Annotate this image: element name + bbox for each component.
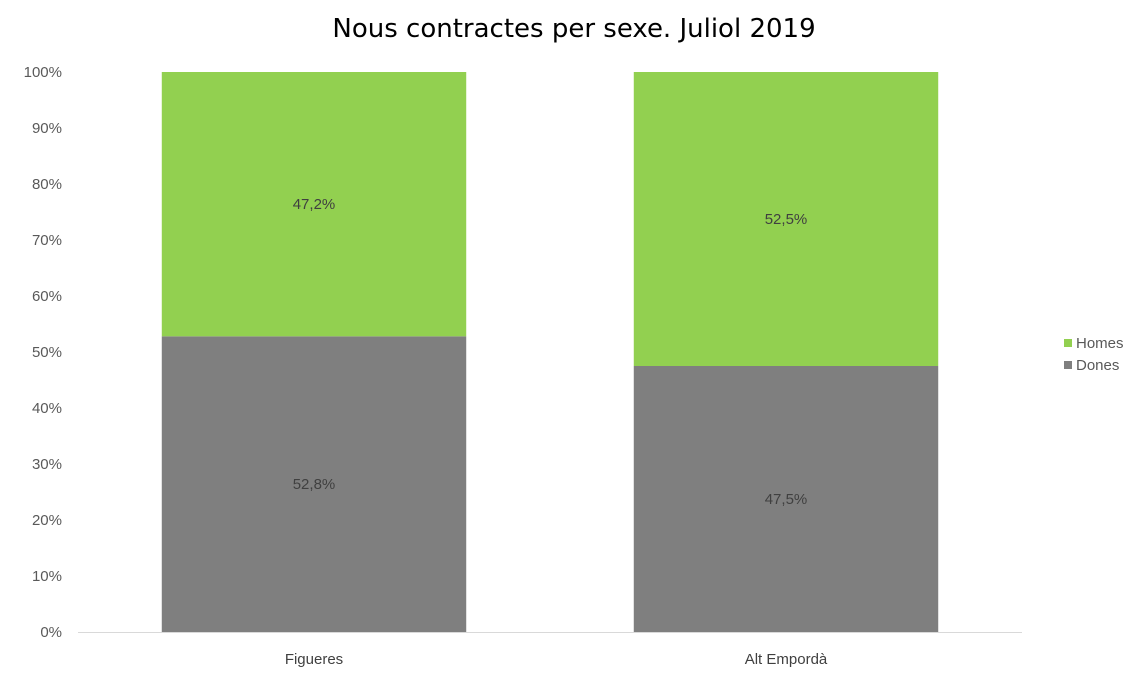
y-tick-label: 80% <box>32 176 62 193</box>
y-tick-label: 100% <box>24 64 62 81</box>
y-tick-label: 60% <box>32 288 62 305</box>
data-label: 47,5% <box>765 491 808 508</box>
bar-homes-1 <box>633 72 939 366</box>
y-tick-label: 10% <box>32 568 62 585</box>
y-axis: 0% 10% 20% 30% 40% 50% 60% 70% 80% 90% 100% <box>24 64 62 641</box>
data-label: 52,5% <box>765 211 808 228</box>
legend-label-homes: Homes <box>1076 335 1124 352</box>
y-tick-label: 20% <box>32 512 62 529</box>
y-tick-label: 0% <box>40 624 62 641</box>
chart-title: Nous contractes per sexe. Juliol 2019 <box>332 14 816 44</box>
x-tick-label: Figueres <box>285 651 343 668</box>
legend-swatch-dones <box>1064 361 1072 369</box>
y-tick-label: 70% <box>32 232 62 249</box>
y-tick-label: 50% <box>32 344 62 361</box>
legend: Homes Dones <box>1064 335 1124 374</box>
x-axis: Figueres Alt Empordà <box>285 651 828 668</box>
data-label: 52,8% <box>293 476 336 493</box>
legend-swatch-homes <box>1064 339 1072 347</box>
legend-label-dones: Dones <box>1076 357 1119 374</box>
data-label: 47,2% <box>293 196 336 213</box>
bars: 52,8% 47,2% 47,5% 52,5% <box>161 72 939 632</box>
y-tick-label: 90% <box>32 120 62 137</box>
bar-dones-1 <box>633 366 939 632</box>
y-tick-label: 30% <box>32 456 62 473</box>
y-tick-label: 40% <box>32 400 62 417</box>
bar-homes-0 <box>161 72 467 337</box>
bar-dones-0 <box>161 336 467 632</box>
x-tick-label: Alt Empordà <box>745 651 828 668</box>
